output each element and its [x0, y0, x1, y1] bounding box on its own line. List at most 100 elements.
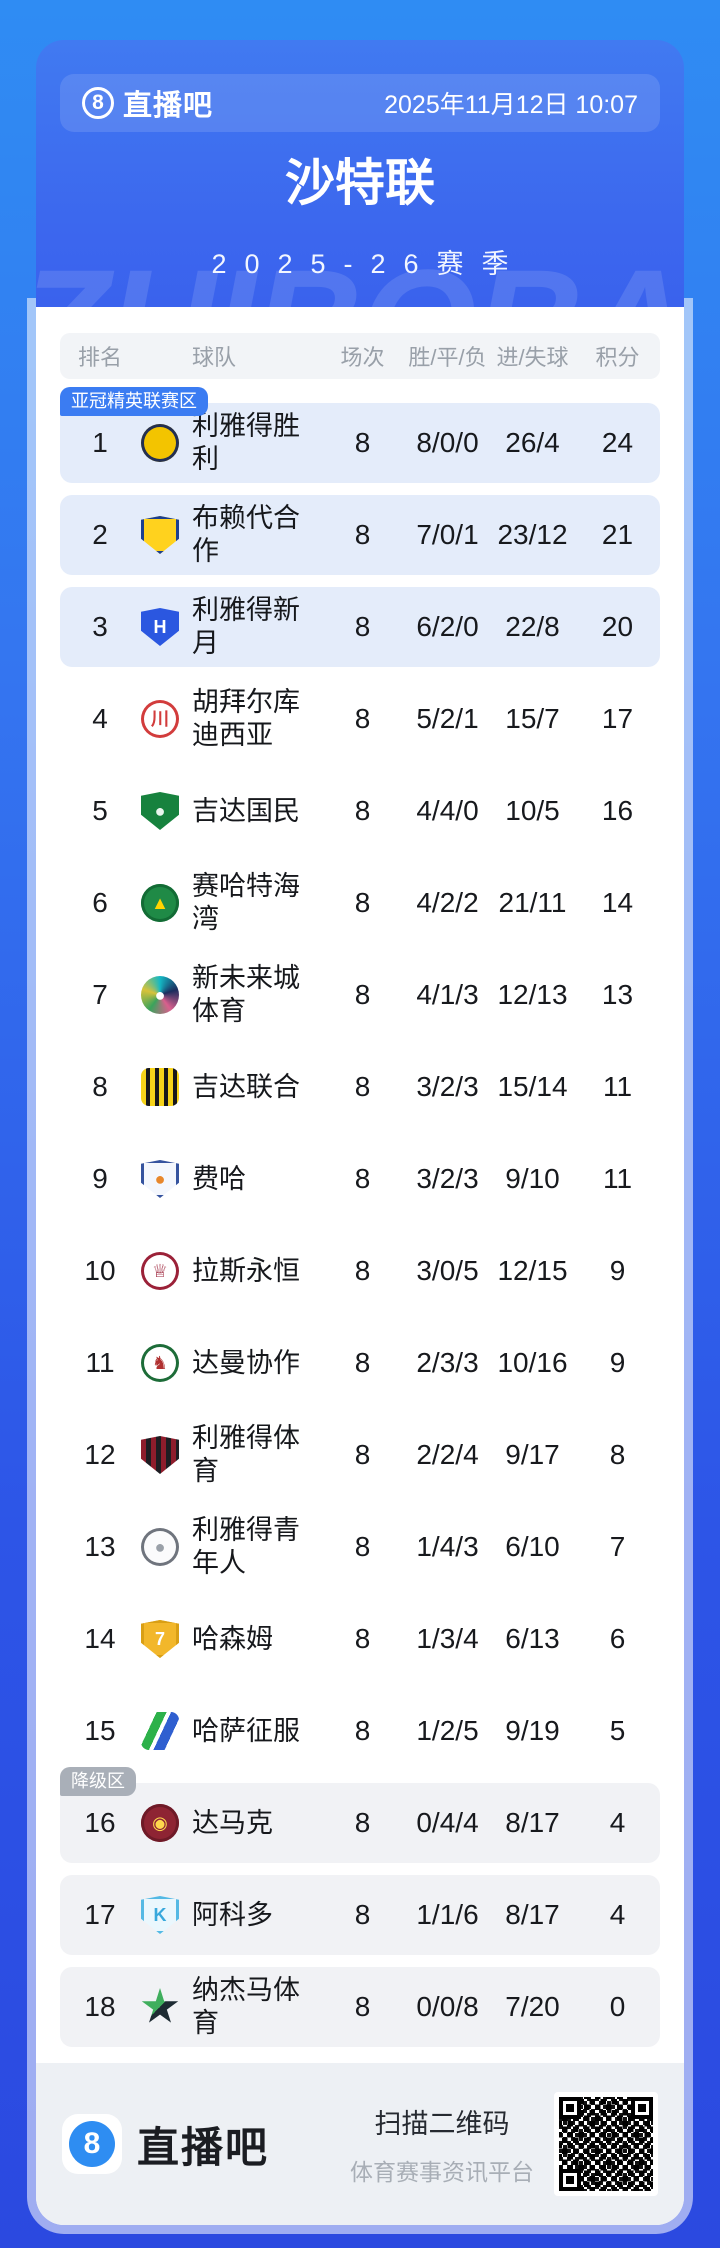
stat-points: 11: [602, 1071, 633, 1102]
page-title: 沙特联: [285, 155, 435, 211]
team-logo-icon: [141, 1988, 179, 2023]
team-logo-glyph: ◉: [152, 1813, 168, 1833]
row-stats: 8 2/2/4 9/17 8: [320, 1439, 660, 1471]
rank-cell: 9: [92, 1163, 108, 1194]
team-logo-glyph: 川: [151, 709, 169, 729]
team-logo-glyph: H: [153, 617, 167, 637]
team-name: 利雅得新月: [192, 595, 300, 658]
row-stats: 8 1/1/6 8/17 4: [320, 1899, 660, 1931]
stat-points: 24: [601, 427, 634, 458]
stat-goals: 12/13: [497, 979, 568, 1010]
row-stats: 8 0/4/4 8/17 4: [320, 1807, 660, 1839]
stat-goals: 15/14: [497, 1071, 568, 1102]
table-row: 9 ● 费哈 8 3/2/3 9/10 11: [60, 1139, 660, 1219]
stat-points: 5: [609, 1715, 626, 1746]
team-name: 达马克: [192, 1807, 273, 1838]
stat-wdl: 6/2/0: [416, 611, 479, 642]
row-stats: 8 1/4/3 6/10 7: [320, 1531, 660, 1563]
team-logo-cell: K: [140, 1896, 180, 1934]
stat-goals: 10/5: [505, 795, 560, 826]
rank-cell: 14: [84, 1623, 116, 1654]
col-stats-group: 场次 胜/平/负 进/失球 积分: [320, 340, 660, 372]
col-team: 球队: [192, 345, 237, 370]
standings-list: 亚冠精英联赛区 1 利雅得胜利 8 8/0/0 26/4 24 2 布赖代合作 …: [60, 387, 660, 2047]
team-name: 新未来城体育: [192, 963, 300, 1026]
stat-played: 8: [354, 1991, 371, 2022]
rank-cell: 13: [84, 1531, 116, 1562]
stat-wdl: 0/0/8: [416, 1991, 479, 2022]
table-row: 3 H 利雅得新月 8 6/2/0 22/8 20: [60, 587, 660, 667]
stat-wdl: 4/2/2: [416, 887, 479, 918]
rank-cell: 11: [85, 1347, 115, 1378]
row-stats: 8 6/2/0 22/8 20: [320, 611, 660, 643]
team-logo-glyph: ●: [154, 1169, 166, 1189]
row-stats: 8 3/2/3 15/14 11: [320, 1071, 660, 1103]
rank-cell: 5: [92, 795, 108, 826]
team-logo-glyph: ♕: [151, 1261, 169, 1281]
rank-cell: 3: [92, 611, 108, 642]
watermark-text: ZHIBOBA: [36, 236, 684, 307]
row-stats: 8 4/4/0 10/5 16: [320, 795, 660, 827]
stat-played: 8: [354, 1163, 371, 1194]
team-logo-glyph: ▲: [151, 893, 169, 913]
team-logo-icon: ●: [141, 1528, 179, 1566]
stat-points: 17: [601, 703, 634, 734]
brand: 8 直播吧: [82, 82, 213, 124]
date-text: 2025年11月12日 10:07: [384, 91, 638, 119]
stat-goals: 15/7: [505, 703, 560, 734]
stat-played: 8: [354, 1807, 371, 1838]
rank-cell: 12: [84, 1439, 116, 1470]
stat-goals: 6/13: [505, 1623, 560, 1654]
row-stats: 8 3/0/5 12/15 9: [320, 1255, 660, 1287]
table-row: 17 K 阿科多 8 1/1/6 8/17 4: [60, 1875, 660, 1955]
poster-card: ZHIBOBA 8 直播吧 2025年11月12日 10:07 沙特联 2025…: [36, 40, 684, 2225]
stat-played: 8: [354, 979, 371, 1010]
team-logo-icon: ◉: [141, 1804, 179, 1842]
team-logo-cell: ●: [140, 1528, 180, 1566]
stat-wdl: 1/4/3: [416, 1531, 479, 1562]
team-logo-icon: ▲: [141, 884, 179, 922]
row-stats: 8 2/3/3 10/16 9: [320, 1347, 660, 1379]
stat-played: 8: [354, 1531, 371, 1562]
stat-played: 8: [354, 703, 371, 734]
standings-panel: 排名 球队 场次 胜/平/负 进/失球 积分 亚冠精英联赛区 1 利雅得胜利 8…: [36, 307, 684, 2063]
stat-goals: 7/20: [505, 1991, 560, 2022]
stat-wdl: 2/2/4: [416, 1439, 479, 1470]
stat-points: 9: [609, 1255, 626, 1286]
zhibo8-app-icon: 8: [69, 2121, 115, 2167]
stat-goals: 9/10: [505, 1163, 560, 1194]
footer-tagline: 体育赛事资讯平台: [350, 2158, 534, 2185]
team-name: 利雅得胜利: [192, 411, 300, 474]
team-logo-glyph: ♞: [151, 1353, 169, 1373]
stat-played: 8: [354, 1347, 371, 1378]
brand-name: 直播吧: [123, 90, 214, 122]
col-goals: 进/失球: [496, 345, 569, 370]
table-row: 2 布赖代合作 8 7/0/1 23/12 21: [60, 495, 660, 575]
zone-badge: 亚冠精英联赛区: [60, 387, 208, 416]
qr-finder-icon: [559, 2169, 581, 2191]
stat-played: 8: [354, 1899, 371, 1930]
table-row: 12 利雅得体育 8 2/2/4 9/17 8: [60, 1415, 660, 1495]
team-name: 纳杰马体育: [192, 1975, 300, 2038]
stat-wdl: 1/3/4: [416, 1623, 479, 1654]
stat-played: 8: [354, 611, 371, 642]
row-stats: 8 8/0/0 26/4 24: [320, 427, 660, 459]
stat-points: 13: [601, 979, 634, 1010]
team-logo-cell: ◉: [140, 1804, 180, 1842]
table-row: 14 7 哈森姆 8 1/3/4 6/13 6: [60, 1599, 660, 1679]
footer: 8 直播吧 扫描二维码 体育赛事资讯平台: [36, 2063, 684, 2225]
stat-goals: 23/12: [497, 519, 568, 550]
stat-played: 8: [354, 795, 371, 826]
stat-goals: 21/11: [498, 887, 567, 918]
team-logo-glyph: ●: [154, 1537, 166, 1557]
stat-points: 7: [609, 1531, 626, 1562]
team-logo-icon: [141, 1712, 179, 1750]
team-logo-icon: [141, 516, 179, 554]
team-logo-icon: ♞: [141, 1344, 179, 1382]
footer-brand-name: 直播吧: [137, 2123, 270, 2171]
row-stats: 8 0/0/8 7/20 0: [320, 1991, 660, 2023]
stat-goals: 9/17: [505, 1439, 560, 1470]
row-stats: 8 4/1/3 12/13 13: [320, 979, 660, 1011]
stat-wdl: 8/0/0: [416, 427, 479, 458]
stat-points: 4: [609, 1899, 626, 1930]
